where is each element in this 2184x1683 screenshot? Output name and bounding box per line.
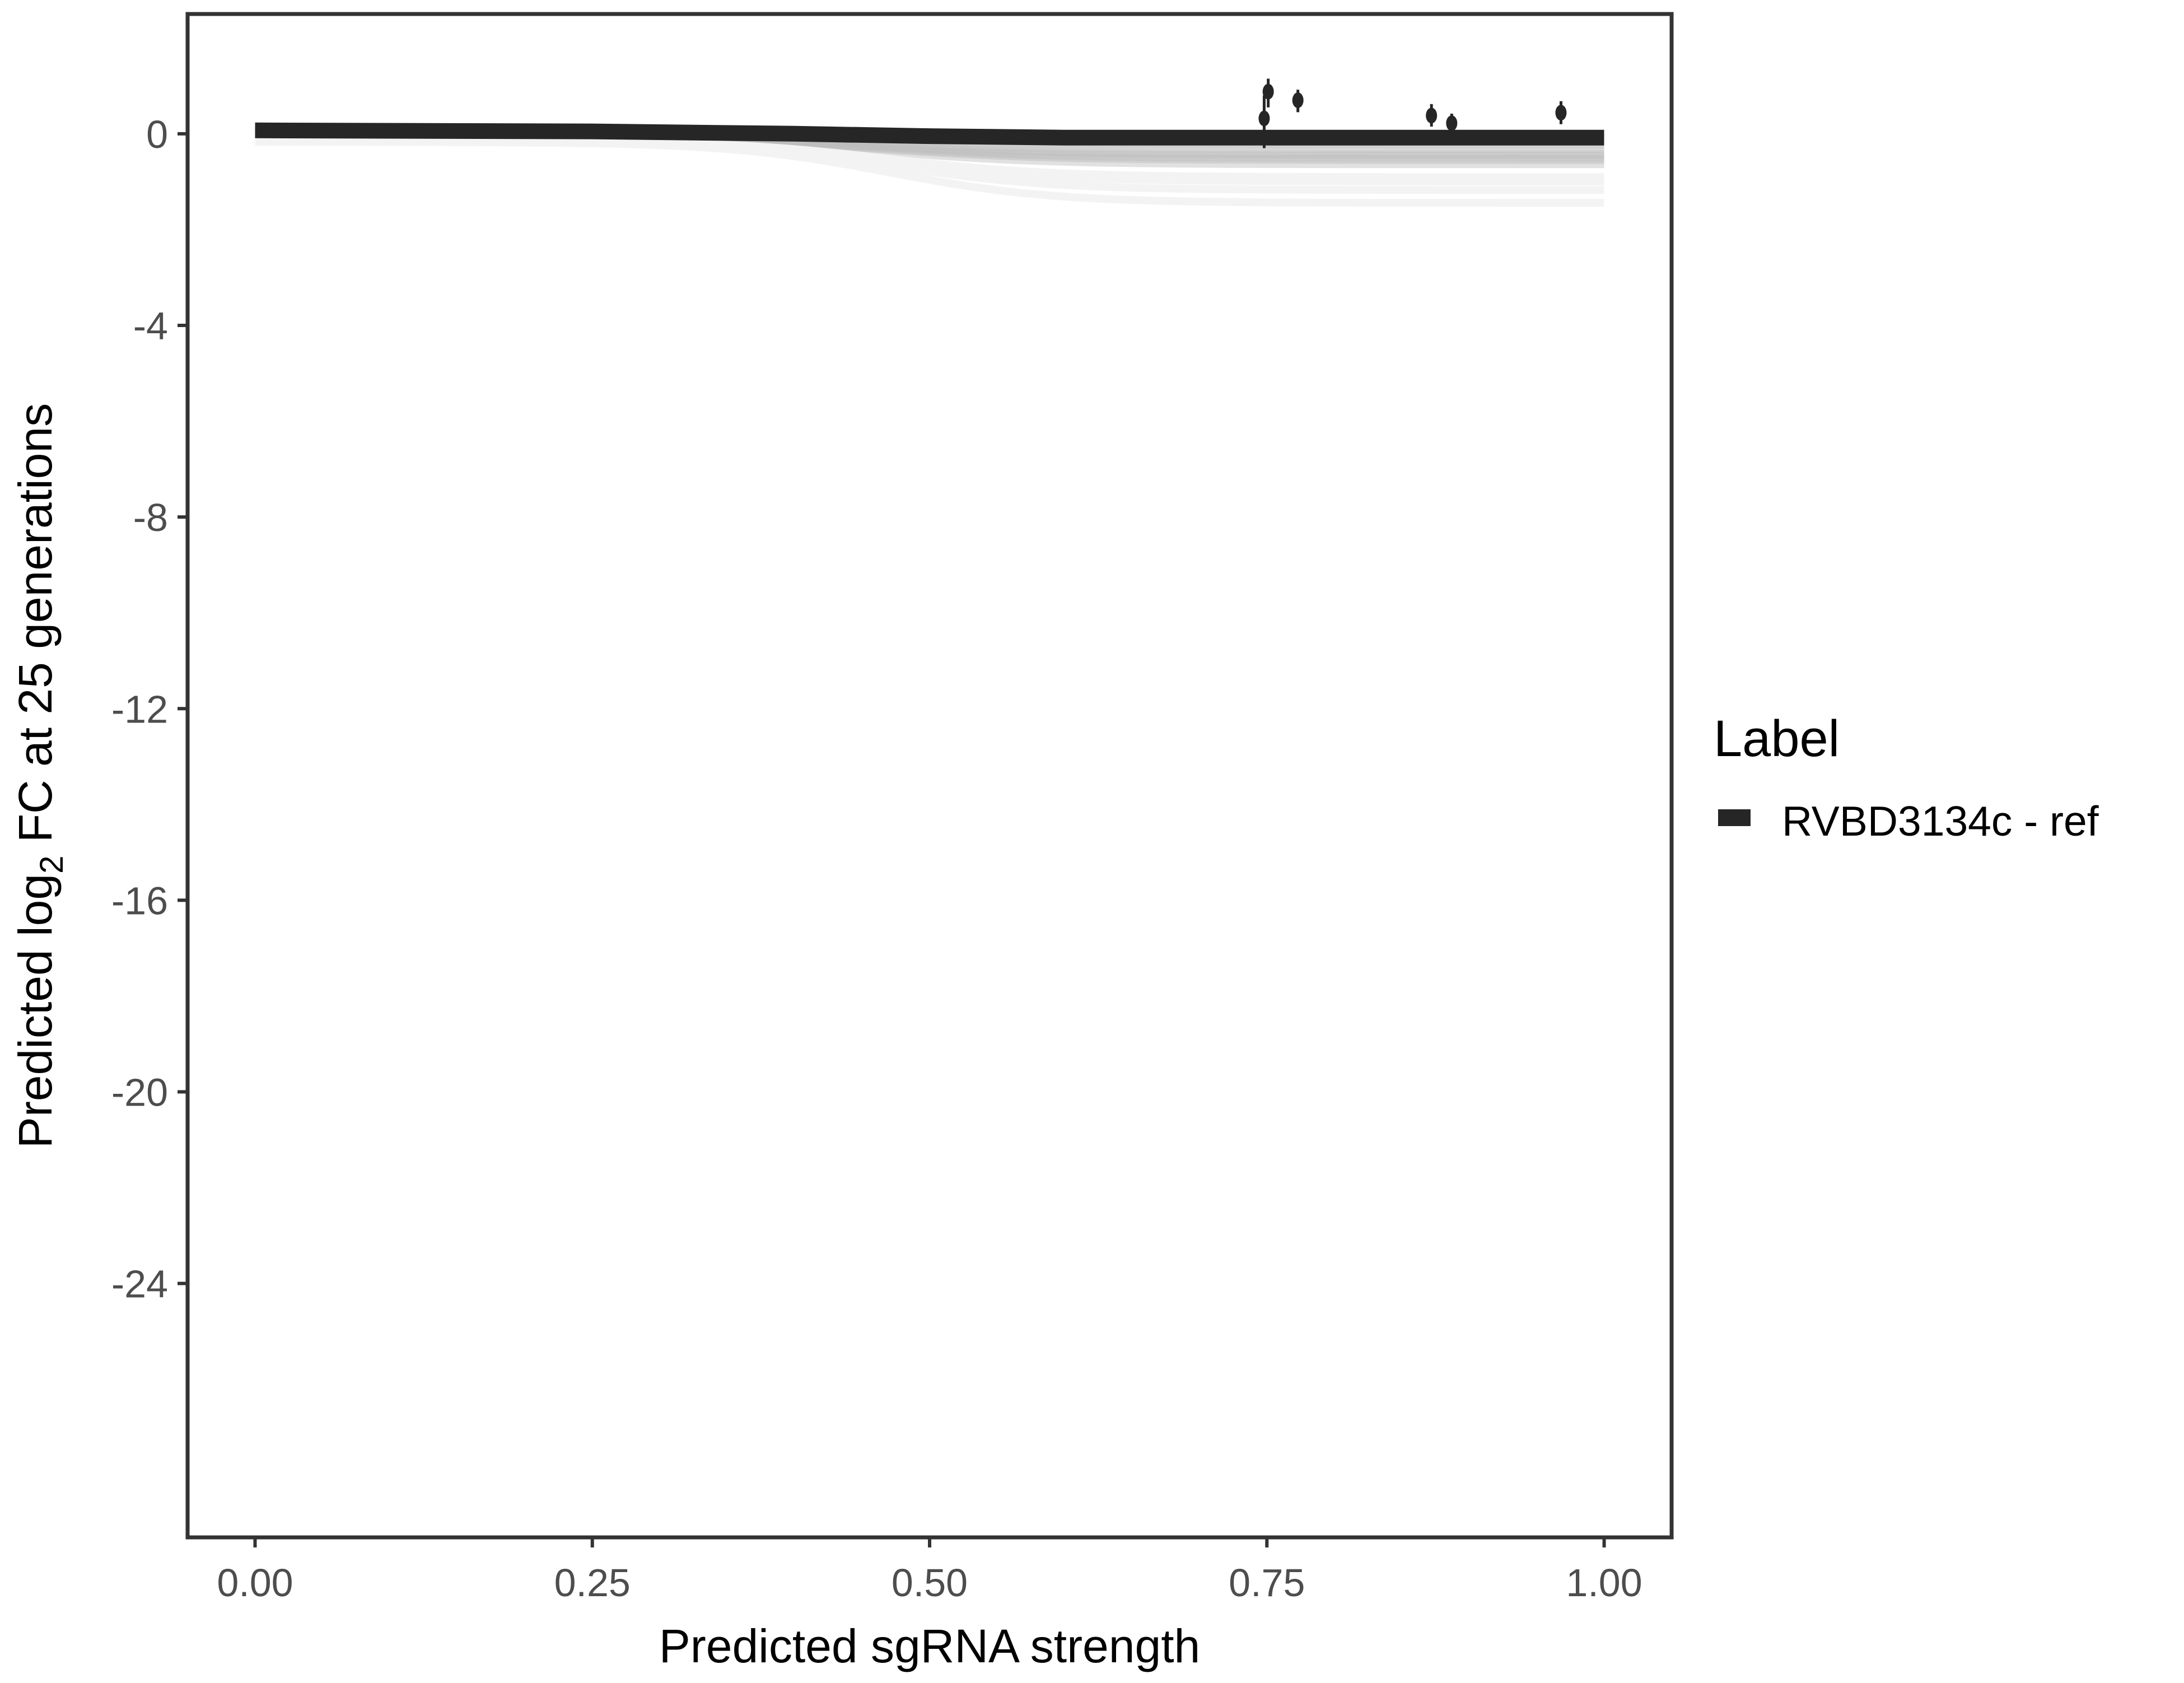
data-points [1258, 78, 1567, 148]
legend-key-rvbd3134c [1718, 809, 1751, 826]
y-tick-label: -4 [133, 304, 168, 348]
y-tick-label: -24 [111, 1262, 168, 1306]
data-point [1292, 92, 1304, 108]
legend-label: RVBD3134c - ref [1782, 798, 2099, 845]
x-tick-label: 0.25 [554, 1561, 631, 1605]
legend: Label RVBD3134c - ref [1714, 710, 2099, 845]
posterior-lines [255, 134, 1604, 207]
y-axis-title: Predicted log2 FC at 25 generations [9, 403, 70, 1148]
x-tick-label: 0.75 [1229, 1561, 1305, 1605]
data-point [1446, 115, 1458, 132]
x-axis-ticks: 0.00 0.25 0.50 0.75 1.00 [217, 1537, 1642, 1605]
x-axis-title: Predicted sgRNA strength [659, 1620, 1201, 1672]
main-fit-line [255, 122, 1604, 146]
y-tick-label: -20 [111, 1071, 168, 1115]
data-point [1555, 105, 1567, 121]
data-point [1258, 110, 1270, 127]
x-tick-label: 0.00 [217, 1561, 293, 1605]
x-tick-label: 1.00 [1566, 1561, 1642, 1605]
y-tick-label: -8 [133, 496, 168, 539]
data-point [1262, 83, 1274, 100]
y-tick-label: -16 [111, 879, 168, 922]
y-axis-ticks: 0 -4 -8 -12 -16 -20 -24 [111, 113, 188, 1306]
x-tick-label: 0.50 [892, 1561, 968, 1605]
legend-title: Label [1714, 710, 1840, 767]
y-tick-label: 0 [146, 113, 168, 156]
data-point [1426, 108, 1438, 124]
y-tick-label: -12 [111, 687, 168, 731]
posterior-line [255, 138, 1604, 207]
plot-panel-border [185, 12, 1674, 1540]
